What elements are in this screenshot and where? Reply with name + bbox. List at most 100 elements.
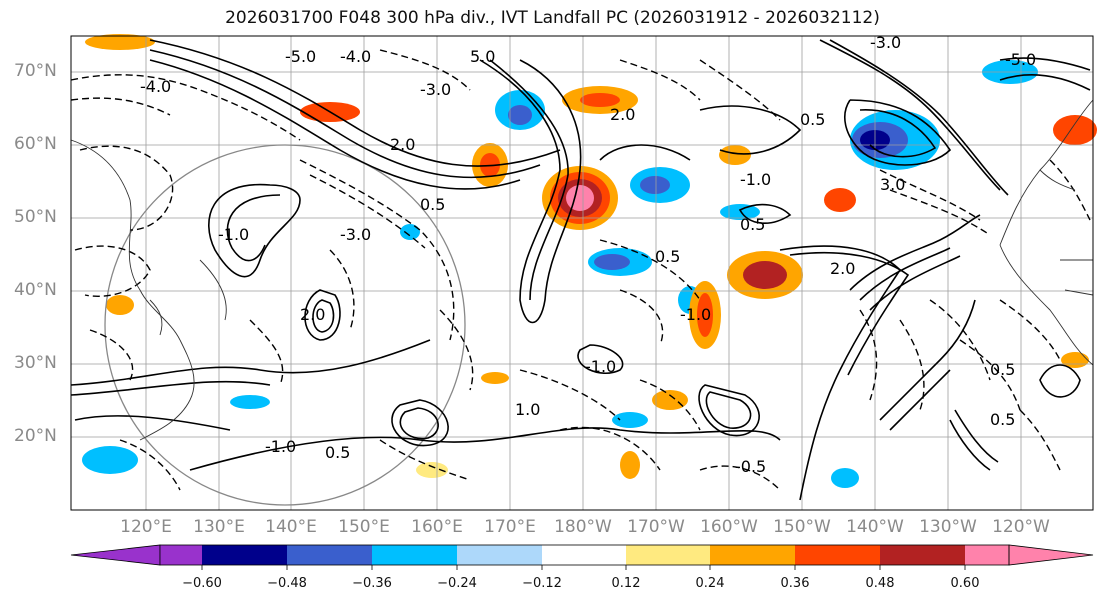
contour-value-label: 0.5 xyxy=(740,215,765,234)
contour-value-label: 0.5 xyxy=(420,195,445,214)
lon-label-150e: 150°E xyxy=(338,517,390,537)
div-blue-patch xyxy=(82,446,138,474)
div-red-patch xyxy=(106,295,134,315)
contour-value-label: -1.0 xyxy=(265,437,296,456)
contour-value-label: 0.5 xyxy=(990,360,1015,379)
div-blue-patch xyxy=(612,412,648,428)
dashed-contours xyxy=(70,49,1091,491)
lat-label-60n: 60°N xyxy=(14,134,57,154)
map-panel xyxy=(70,34,1097,511)
contour-value-label: 2.0 xyxy=(300,305,325,324)
colorbar-tick-label: −0.12 xyxy=(522,576,562,591)
colorbar-tick-label: 0.36 xyxy=(780,576,810,591)
div-red-patch xyxy=(743,261,787,289)
colorbar-segment xyxy=(287,545,372,565)
contour-value-label: 0.5 xyxy=(990,410,1015,429)
lon-label-130w: 130°W xyxy=(919,517,977,537)
colorbar xyxy=(70,544,1094,570)
lon-label-130e: 130°E xyxy=(193,517,245,537)
lat-label-40n: 40°N xyxy=(14,280,57,300)
lon-label-150w: 150°W xyxy=(773,517,831,537)
contour-value-labels: -5.0 -4.0 5.0 -4.0 -3.0 2.0 -3.0 0.5 -1.0 0.5 0.5 -… xyxy=(140,33,1036,476)
contour-value-label: 5.0 xyxy=(470,47,495,66)
div-red-patch xyxy=(580,93,620,107)
div-blue-patch xyxy=(508,105,532,125)
colorbar-segment xyxy=(795,545,880,565)
lon-label-140e: 140°E xyxy=(265,517,317,537)
div-red-patch xyxy=(652,390,688,410)
figure-title: 2026031700 F048 300 hPa div., IVT Landfa… xyxy=(225,8,880,28)
div-red-patch xyxy=(824,188,856,212)
contour-value-label: -5.0 xyxy=(1005,50,1036,69)
colorbar-under-arrow xyxy=(70,544,161,566)
lat-label-50n: 50°N xyxy=(14,207,57,227)
lon-label-180w: 180°W xyxy=(554,517,612,537)
colorbar-tick-label: 0.24 xyxy=(695,576,725,591)
contour-value-label: -3.0 xyxy=(340,225,371,244)
contour-value-label: 0.5 xyxy=(325,443,350,462)
contour-value-label: -1.0 xyxy=(740,170,771,189)
div-red-patch xyxy=(697,293,713,337)
colorbar-segment xyxy=(372,545,457,565)
colorbar-segment xyxy=(965,545,1009,565)
div-red-patch xyxy=(620,451,640,479)
region-circle xyxy=(104,144,466,506)
lon-label-160e: 160°E xyxy=(411,517,463,537)
div-red-patch xyxy=(566,185,594,211)
div-blue-patch xyxy=(720,204,760,220)
colorbar-tick-label: −0.36 xyxy=(352,576,392,591)
colorbar-tick-label: −0.48 xyxy=(267,576,307,591)
colorbar-over-arrow xyxy=(1008,544,1094,566)
contour-value-label: -1.0 xyxy=(585,357,616,376)
contour-value-label: -4.0 xyxy=(340,47,371,66)
div-red-patch xyxy=(719,145,751,165)
lon-label-140w: 140°W xyxy=(846,517,904,537)
div-blue-patch xyxy=(400,224,420,240)
div-blue-patch xyxy=(831,468,859,488)
lat-label-30n: 30°N xyxy=(14,353,57,373)
colorbar-tick-label: 0.60 xyxy=(950,576,980,591)
lon-label-170w: 170°W xyxy=(627,517,685,537)
div-red-patch xyxy=(1053,115,1097,145)
contour-value-label: 3.0 xyxy=(880,175,905,194)
lat-label-70n: 70°N xyxy=(14,61,57,81)
colorbar-tick-label: −0.24 xyxy=(437,576,477,591)
contour-value-label: -1.0 xyxy=(218,225,249,244)
colorbar-segment xyxy=(626,545,710,565)
contour-value-label: 0.5 xyxy=(655,247,680,266)
contour-value-label: 2.0 xyxy=(610,105,635,124)
contour-value-label: -0.5 xyxy=(735,457,766,476)
colorbar-segment xyxy=(542,545,626,565)
lon-label-160w: 160°W xyxy=(700,517,758,537)
contour-value-label: -5.0 xyxy=(285,47,316,66)
colorbar-tick-label: 0.12 xyxy=(611,576,641,591)
lon-label-120w: 120°W xyxy=(992,517,1050,537)
colorbar-segment xyxy=(202,545,287,565)
colorbar-tick-label: 0.48 xyxy=(865,576,895,591)
solid-contours xyxy=(70,39,1091,501)
colorbar-segment xyxy=(880,545,965,565)
div-red-patch xyxy=(481,372,509,384)
colorbar-segment xyxy=(710,545,795,565)
colorbar-segment xyxy=(457,545,542,565)
contour-value-label: -3.0 xyxy=(870,33,901,52)
colorbar-segment xyxy=(160,545,202,565)
lon-label-120e: 120°E xyxy=(120,517,172,537)
coastlines xyxy=(70,99,1094,441)
div-blue-patch xyxy=(594,254,630,270)
colorbar-tick-label: −0.60 xyxy=(182,576,222,591)
contour-value-label: 0.5 xyxy=(800,110,825,129)
graticule xyxy=(71,36,1093,510)
div-blue-patch xyxy=(640,176,670,194)
divergence-shading xyxy=(82,34,1097,488)
lon-label-170e: 170°E xyxy=(484,517,536,537)
contour-value-label: 1.0 xyxy=(515,400,540,419)
lat-label-20n: 20°N xyxy=(14,426,57,446)
contour-value-label: 2.0 xyxy=(390,135,415,154)
div-red-patch xyxy=(416,462,448,478)
contour-value-label: -1.0 xyxy=(680,305,711,324)
div-blue-patch xyxy=(230,395,270,409)
div-red-patch xyxy=(85,34,155,50)
contour-value-label: 2.0 xyxy=(830,259,855,278)
